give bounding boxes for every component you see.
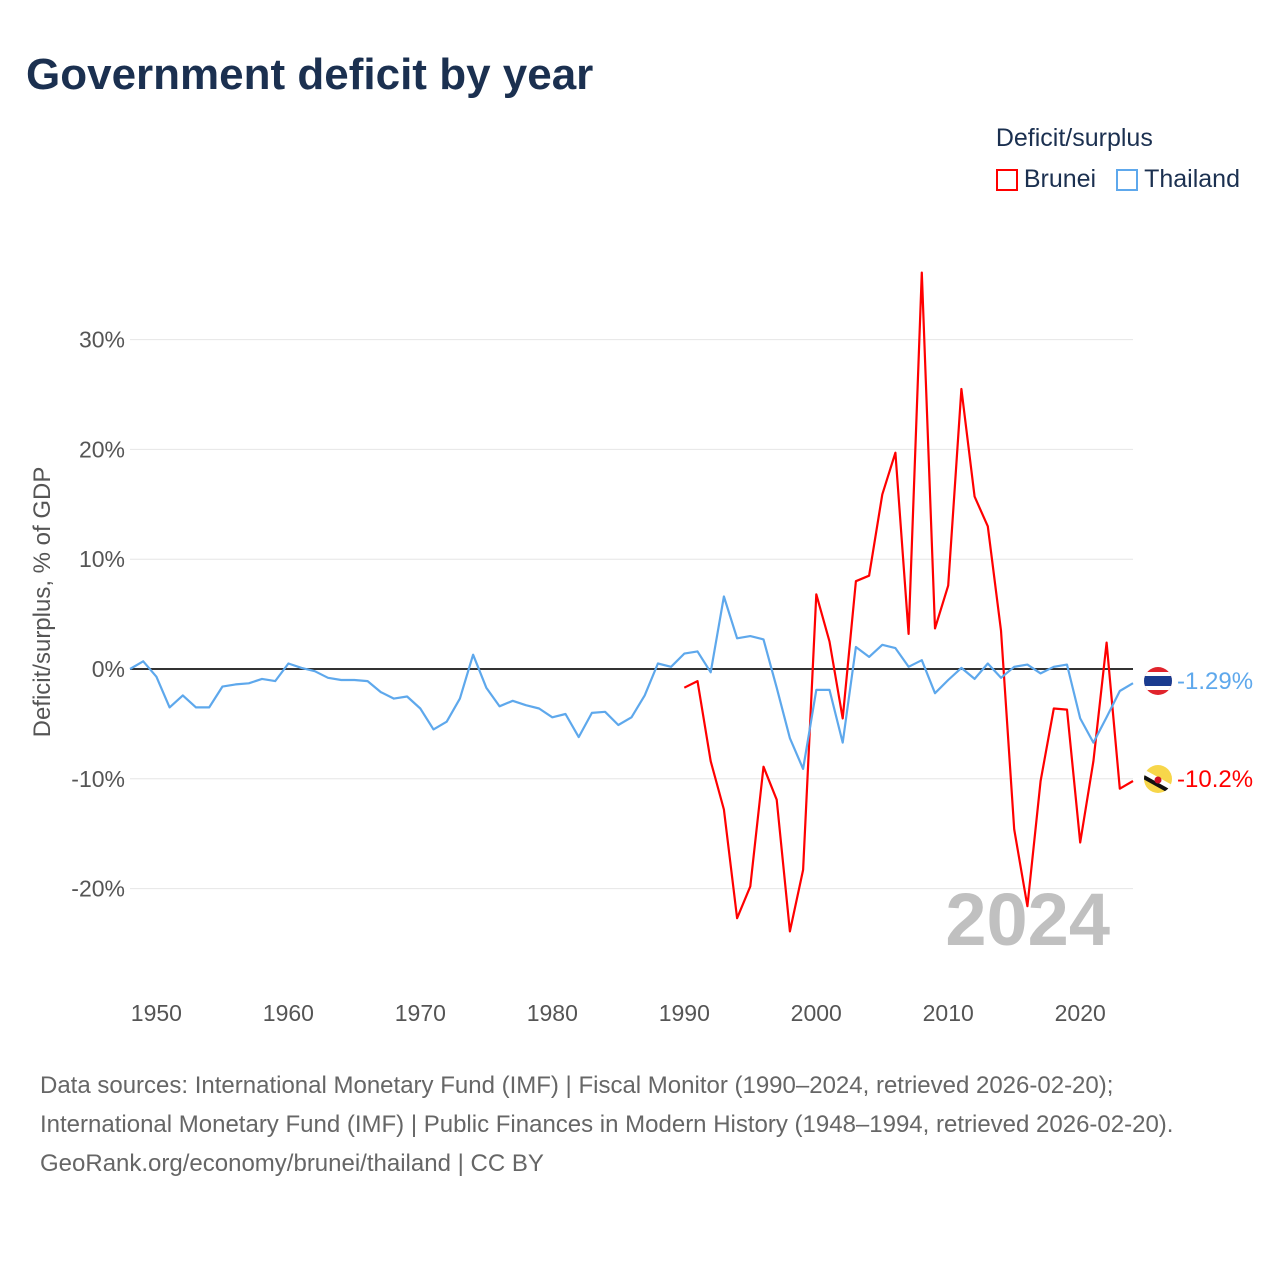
legend-label-thailand: Thailand bbox=[1144, 165, 1240, 193]
x-tick-label: 2010 bbox=[923, 1000, 974, 1026]
legend: Deficit/surplus Brunei Thailand bbox=[995, 124, 1240, 194]
y-tick-label: 10% bbox=[79, 546, 125, 572]
x-tick-label: 1980 bbox=[527, 1000, 578, 1026]
x-tick-label: 1970 bbox=[395, 1000, 446, 1026]
y-tick-label: -10% bbox=[71, 766, 125, 792]
y-tick-label: 30% bbox=[79, 327, 125, 353]
legend-title: Deficit/surplus bbox=[995, 124, 1153, 152]
credit-link[interactable]: GeoRank.org/economy/brunei/thailand | CC… bbox=[40, 1150, 544, 1177]
x-tick-label: 1990 bbox=[659, 1000, 710, 1026]
x-tick-label: 2000 bbox=[791, 1000, 842, 1026]
legend-item-brunei[interactable]: Brunei bbox=[995, 165, 1097, 194]
thailand-flag-icon bbox=[1144, 667, 1172, 695]
legend-swatch-brunei bbox=[995, 168, 1018, 191]
thailand-end-label: -1.29% bbox=[1177, 668, 1253, 695]
y-tick-label: 20% bbox=[79, 436, 125, 462]
y-tick-label: 0% bbox=[92, 656, 125, 682]
x-tick-label: 1950 bbox=[131, 1000, 182, 1026]
legend-swatch-thailand bbox=[1116, 168, 1139, 191]
x-tick-label: 1960 bbox=[263, 1000, 314, 1026]
year-watermark: 2024 bbox=[945, 878, 1110, 961]
chart-title: Government deficit by year bbox=[26, 50, 594, 99]
brunei-end-label: -10.2% bbox=[1177, 766, 1253, 793]
data-sources: Data sources: International Monetary Fun… bbox=[40, 1072, 1174, 1138]
series-line-thailand[interactable] bbox=[129, 595, 1134, 771]
brunei-flag-icon bbox=[1144, 765, 1172, 793]
y-axis-label: Deficit/surplus, % of GDP bbox=[29, 467, 56, 738]
footer: Data sources: International Monetary Fun… bbox=[40, 1066, 1240, 1183]
y-tick-label: -20% bbox=[71, 876, 125, 902]
legend-item-thailand[interactable]: Thailand bbox=[1116, 165, 1240, 194]
legend-label-brunei: Brunei bbox=[1023, 165, 1097, 193]
series-line-brunei[interactable] bbox=[683, 271, 1134, 933]
x-tick-label: 2020 bbox=[1055, 1000, 1106, 1026]
